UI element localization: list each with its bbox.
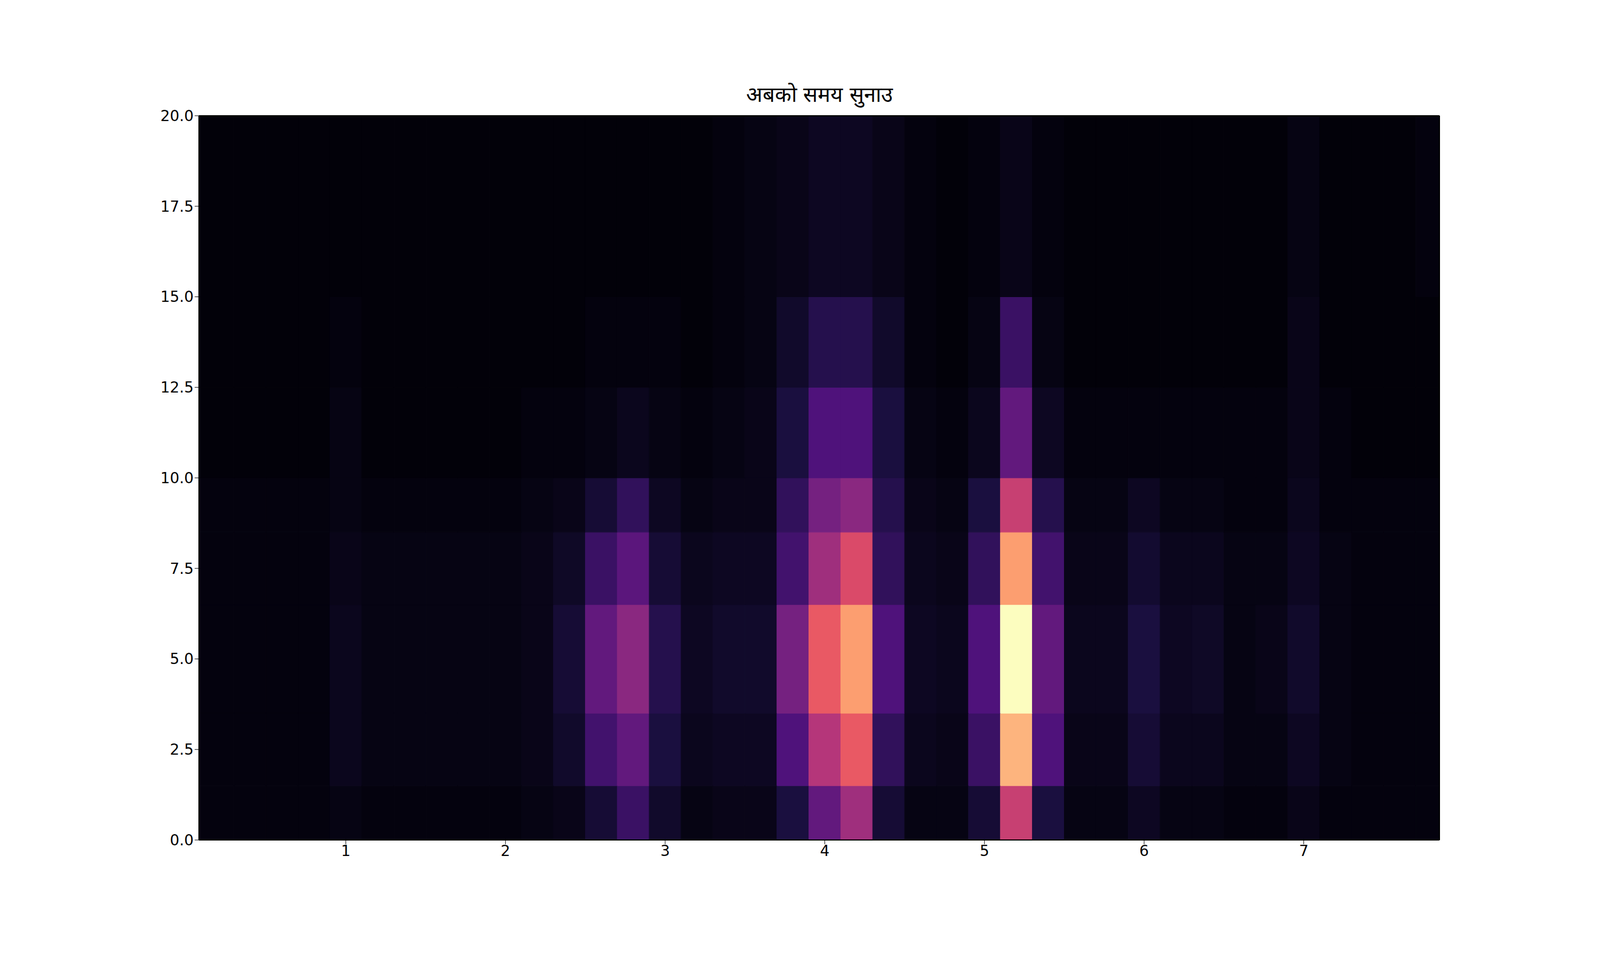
svg-text:1: 1 xyxy=(340,842,351,860)
svg-text:2: 2 xyxy=(500,842,511,860)
svg-text:4: 4 xyxy=(820,842,830,860)
svg-text:12.5: 12.5 xyxy=(160,378,194,397)
svg-text:5: 5 xyxy=(979,842,990,860)
svg-text:7.5: 7.5 xyxy=(169,560,194,578)
svg-text:7: 7 xyxy=(1299,842,1309,860)
svg-text:17.5: 17.5 xyxy=(160,197,194,216)
html-text:अबको समय सुनाउ: अबको समय सुनाउ xyxy=(746,82,893,107)
svg-text:5.0: 5.0 xyxy=(169,650,194,668)
svg-text:15.0: 15.0 xyxy=(160,288,194,306)
svg-text:2.5: 2.5 xyxy=(169,740,194,759)
svg-text:0.0: 0.0 xyxy=(169,831,194,850)
svg-text:3: 3 xyxy=(660,842,670,860)
svg-text:6: 6 xyxy=(1139,842,1149,860)
svg-text:20.0: 20.0 xyxy=(160,107,194,125)
svg-text:10.0: 10.0 xyxy=(160,469,194,487)
